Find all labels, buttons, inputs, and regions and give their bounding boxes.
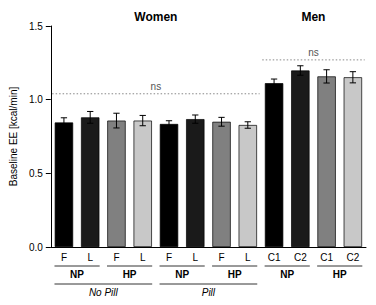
svg-text:ns: ns — [151, 81, 162, 92]
svg-text:F: F — [218, 252, 224, 263]
svg-text:C2: C2 — [346, 252, 359, 263]
svg-text:C1: C1 — [268, 252, 281, 263]
svg-text:F: F — [61, 252, 67, 263]
svg-text:NP: NP — [175, 269, 189, 280]
svg-text:Baseline EE [kcal/min]: Baseline EE [kcal/min] — [8, 87, 19, 187]
svg-text:C2: C2 — [294, 252, 307, 263]
svg-text:C1: C1 — [320, 252, 333, 263]
svg-text:L: L — [245, 252, 251, 263]
svg-text:NP: NP — [70, 269, 84, 280]
svg-text:L: L — [192, 252, 198, 263]
svg-text:1.5: 1.5 — [29, 21, 43, 32]
svg-text:No Pill: No Pill — [89, 287, 119, 298]
svg-text:Women: Women — [134, 10, 177, 24]
svg-text:HP: HP — [333, 269, 347, 280]
svg-text:ns: ns — [308, 47, 319, 58]
svg-text:0.0: 0.0 — [29, 242, 43, 253]
svg-text:Pill: Pill — [202, 287, 216, 298]
svg-text:0.5: 0.5 — [29, 168, 43, 179]
svg-text:L: L — [87, 252, 93, 263]
svg-text:L: L — [140, 252, 146, 263]
svg-text:HP: HP — [123, 269, 137, 280]
svg-text:1.0: 1.0 — [29, 94, 43, 105]
svg-text:F: F — [113, 252, 119, 263]
svg-text:Men: Men — [301, 10, 325, 24]
svg-text:NP: NP — [280, 269, 294, 280]
svg-text:F: F — [166, 252, 172, 263]
svg-text:HP: HP — [228, 269, 242, 280]
